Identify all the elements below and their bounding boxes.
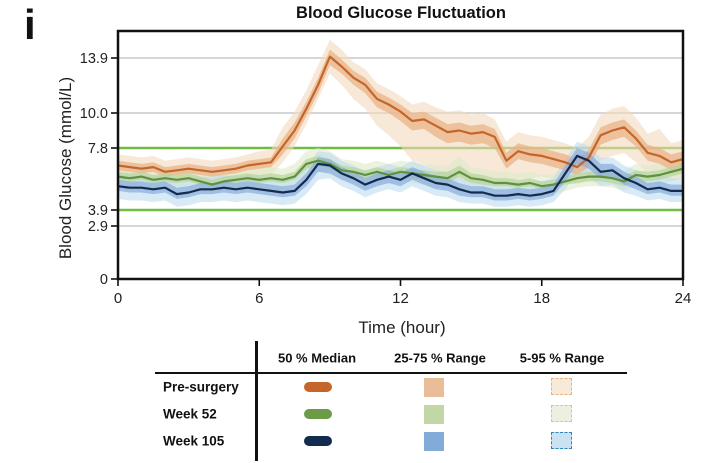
Pre-surgery-band-25-75 [118, 49, 683, 177]
y-axis-label: Blood Glucose (mmol/L) [56, 76, 75, 260]
y-tick-label: 3.9 [88, 203, 108, 219]
y-tick-label: 0 [100, 272, 108, 288]
y-tick-label: 7.8 [88, 141, 108, 157]
Week 105-median-line [118, 154, 683, 197]
Week 52-median-line [118, 159, 683, 188]
x-tick-label: 6 [255, 290, 263, 307]
x-tick-label: 18 [533, 290, 550, 307]
x-tick-label: 0 [114, 290, 122, 307]
chart-title: Blood Glucose Fluctuation [296, 4, 506, 22]
Week 105-band-25-75 [118, 148, 683, 201]
x-tick-label: 12 [392, 290, 409, 307]
y-tick-label: 13.9 [80, 51, 108, 67]
plot-frame [116, 29, 685, 281]
x-axis-label: Time (hour) [358, 318, 446, 337]
x-tick-label: 24 [675, 290, 692, 307]
y-tick-label: 10.0 [80, 106, 108, 122]
y-tick-label: 2.9 [88, 219, 108, 235]
Pre-surgery-median-line [118, 55, 683, 173]
panel-label: i [24, 1, 36, 48]
